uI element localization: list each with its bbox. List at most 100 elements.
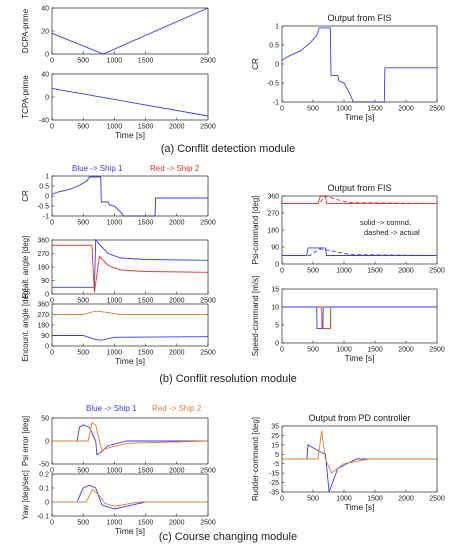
y-tick-label: 0: [45, 344, 49, 351]
plot-area-cr_b: [52, 176, 208, 216]
x-axis-label: Time [s]: [345, 112, 375, 122]
y-axis-label: Speed-command [m/s]: [251, 276, 260, 356]
y-tick-label: 0: [45, 52, 49, 59]
y-tick-label: -50: [39, 462, 49, 469]
chart-tcpa: 0 500 1000 1500 2000 2500-40040Time [s]TCPA-p…: [21, 72, 216, 141]
y-tick-label: 0: [45, 292, 49, 299]
x-axis-label: Time [s]: [345, 353, 375, 363]
x-tick-label: 2000: [398, 496, 414, 503]
x-tick-label: 2000: [169, 520, 185, 527]
y-tick-label: 0: [45, 95, 49, 102]
y-tick-label: 180: [37, 323, 49, 330]
section-caption-b: (b) Conflit resolution module: [159, 373, 297, 385]
y-tick-label: 90: [41, 333, 49, 340]
annotation-solid: solid -> comnd.: [360, 218, 411, 227]
y-axis-label: DCPA-prime: [21, 8, 30, 53]
y-tick-label: -25: [269, 480, 279, 487]
y-tick-label: 270: [37, 312, 49, 319]
y-tick-label: 0: [275, 262, 279, 269]
y-axis-label: Yaw [deg/sec]: [21, 470, 30, 520]
y-tick-label: -0.1: [37, 514, 49, 521]
x-tick-label: 2500: [429, 496, 445, 503]
y-tick-label: -1: [273, 100, 279, 107]
x-axis-label: Time [s]: [115, 526, 145, 536]
y-tick-label: 15: [271, 287, 279, 294]
x-tick-label: 1000: [336, 268, 352, 275]
x-tick-label: 0: [50, 350, 54, 357]
x-tick-label: 500: [307, 268, 319, 275]
legend-b-ship2: Red -> Ship 2: [150, 164, 200, 173]
y-tick-label: 1: [275, 24, 279, 31]
y-tick-label: 5: [275, 452, 279, 459]
y-tick-label: -1: [43, 214, 49, 221]
x-tick-label: 500: [77, 124, 89, 131]
chart-rudder: 0 500 1000 1500 2000 2500 -35 -25 -15 -5 5 15 25 35 Ou…: [251, 413, 445, 512]
y-axis-label: CR: [251, 58, 260, 70]
x-axis-label: Time [s]: [115, 130, 145, 140]
x-tick-label: 2000: [169, 350, 185, 357]
x-tick-label: 1500: [138, 298, 154, 305]
x-tick-label: 0: [280, 347, 284, 354]
x-tick-label: 2500: [200, 468, 216, 475]
x-tick-label: 2500: [200, 298, 216, 305]
x-tick-label: 2000: [169, 298, 185, 305]
x-tick-label: 500: [77, 58, 89, 65]
y-axis-label: Encount. angle [deg]: [21, 288, 30, 361]
x-tick-label: 1500: [138, 220, 154, 227]
y-tick-label: 0: [275, 62, 279, 69]
x-tick-label: 2000: [169, 220, 185, 227]
y-tick-label: 0.5: [269, 43, 279, 50]
chart-cr_b: 0 500 1000 1500 2000 2500-1-0.500.51CR: [21, 174, 216, 227]
chart-speedcmd: 0 500 1000 1500 2000 2500 0 5 10 15 Time [s] Speed-…: [251, 276, 445, 363]
y-axis-label: TCPA-prime: [21, 75, 30, 119]
plot-area-tcpa: [52, 74, 208, 120]
y-tick-label: 50: [41, 416, 49, 423]
y-tick-label: 180: [37, 265, 49, 272]
y-tick-label: -5: [273, 461, 279, 468]
y-tick-label: 1: [45, 174, 49, 181]
y-tick-label: -0.5: [37, 204, 49, 211]
chart-dcpa: 0 500 1000 1500 2500 0 20 40 DCPA-prime: [21, 6, 216, 65]
x-tick-label: 2000: [398, 268, 414, 275]
y-axis-label: Psi-command [deg]: [251, 196, 260, 265]
y-tick-label: 270: [37, 251, 49, 258]
y-tick-label: 0: [45, 500, 49, 507]
y-tick-label: 0: [45, 439, 49, 446]
legend-c-ship1: Blue -> Ship 1: [86, 404, 137, 413]
x-tick-label: 1000: [107, 298, 123, 305]
x-tick-label: 0: [50, 220, 54, 227]
chart-title: Output from FIS: [327, 13, 391, 23]
x-tick-label: 500: [307, 347, 319, 354]
y-tick-label: 180: [267, 228, 279, 235]
x-tick-label: 2500: [429, 347, 445, 354]
annotation-dashed: dashed -> actual: [364, 228, 420, 237]
y-tick-label: 360: [37, 302, 49, 309]
x-tick-label: 0: [50, 58, 54, 65]
x-tick-label: 2500: [200, 220, 216, 227]
x-tick-label: 2500: [429, 106, 445, 113]
y-tick-label: 90: [41, 278, 49, 285]
chart-cr_a: 0 500 1000 1500 2000 2500-1-0.500.51Output fr…: [251, 13, 445, 122]
plot-area-cr_a: [282, 26, 437, 102]
y-axis-label: Rudder-command [deg]: [251, 417, 260, 501]
chart-title: Output from PD controller: [308, 413, 410, 423]
x-tick-label: 500: [307, 496, 319, 503]
x-tick-label: 500: [77, 220, 89, 227]
x-tick-label: 500: [77, 468, 89, 475]
y-tick-label: 35: [271, 424, 279, 431]
y-tick-label: 0: [275, 341, 279, 348]
y-tick-label: 360: [37, 238, 49, 245]
x-tick-label: 1500: [367, 268, 383, 275]
y-tick-label: -15: [269, 471, 279, 478]
x-tick-label: 2500: [429, 268, 445, 275]
chart-yaw: 0 500 1000 1500 2000 2500-0.100.10.2Time [s]Y…: [21, 470, 216, 536]
plot-area-encount: [52, 304, 208, 346]
y-tick-label: 15: [271, 442, 279, 449]
x-tick-label: 2500: [200, 520, 216, 527]
x-tick-label: 1500: [138, 468, 154, 475]
y-tick-label: 40: [41, 6, 49, 13]
y-tick-label: 360: [267, 194, 279, 201]
x-tick-label: 0: [280, 106, 284, 113]
